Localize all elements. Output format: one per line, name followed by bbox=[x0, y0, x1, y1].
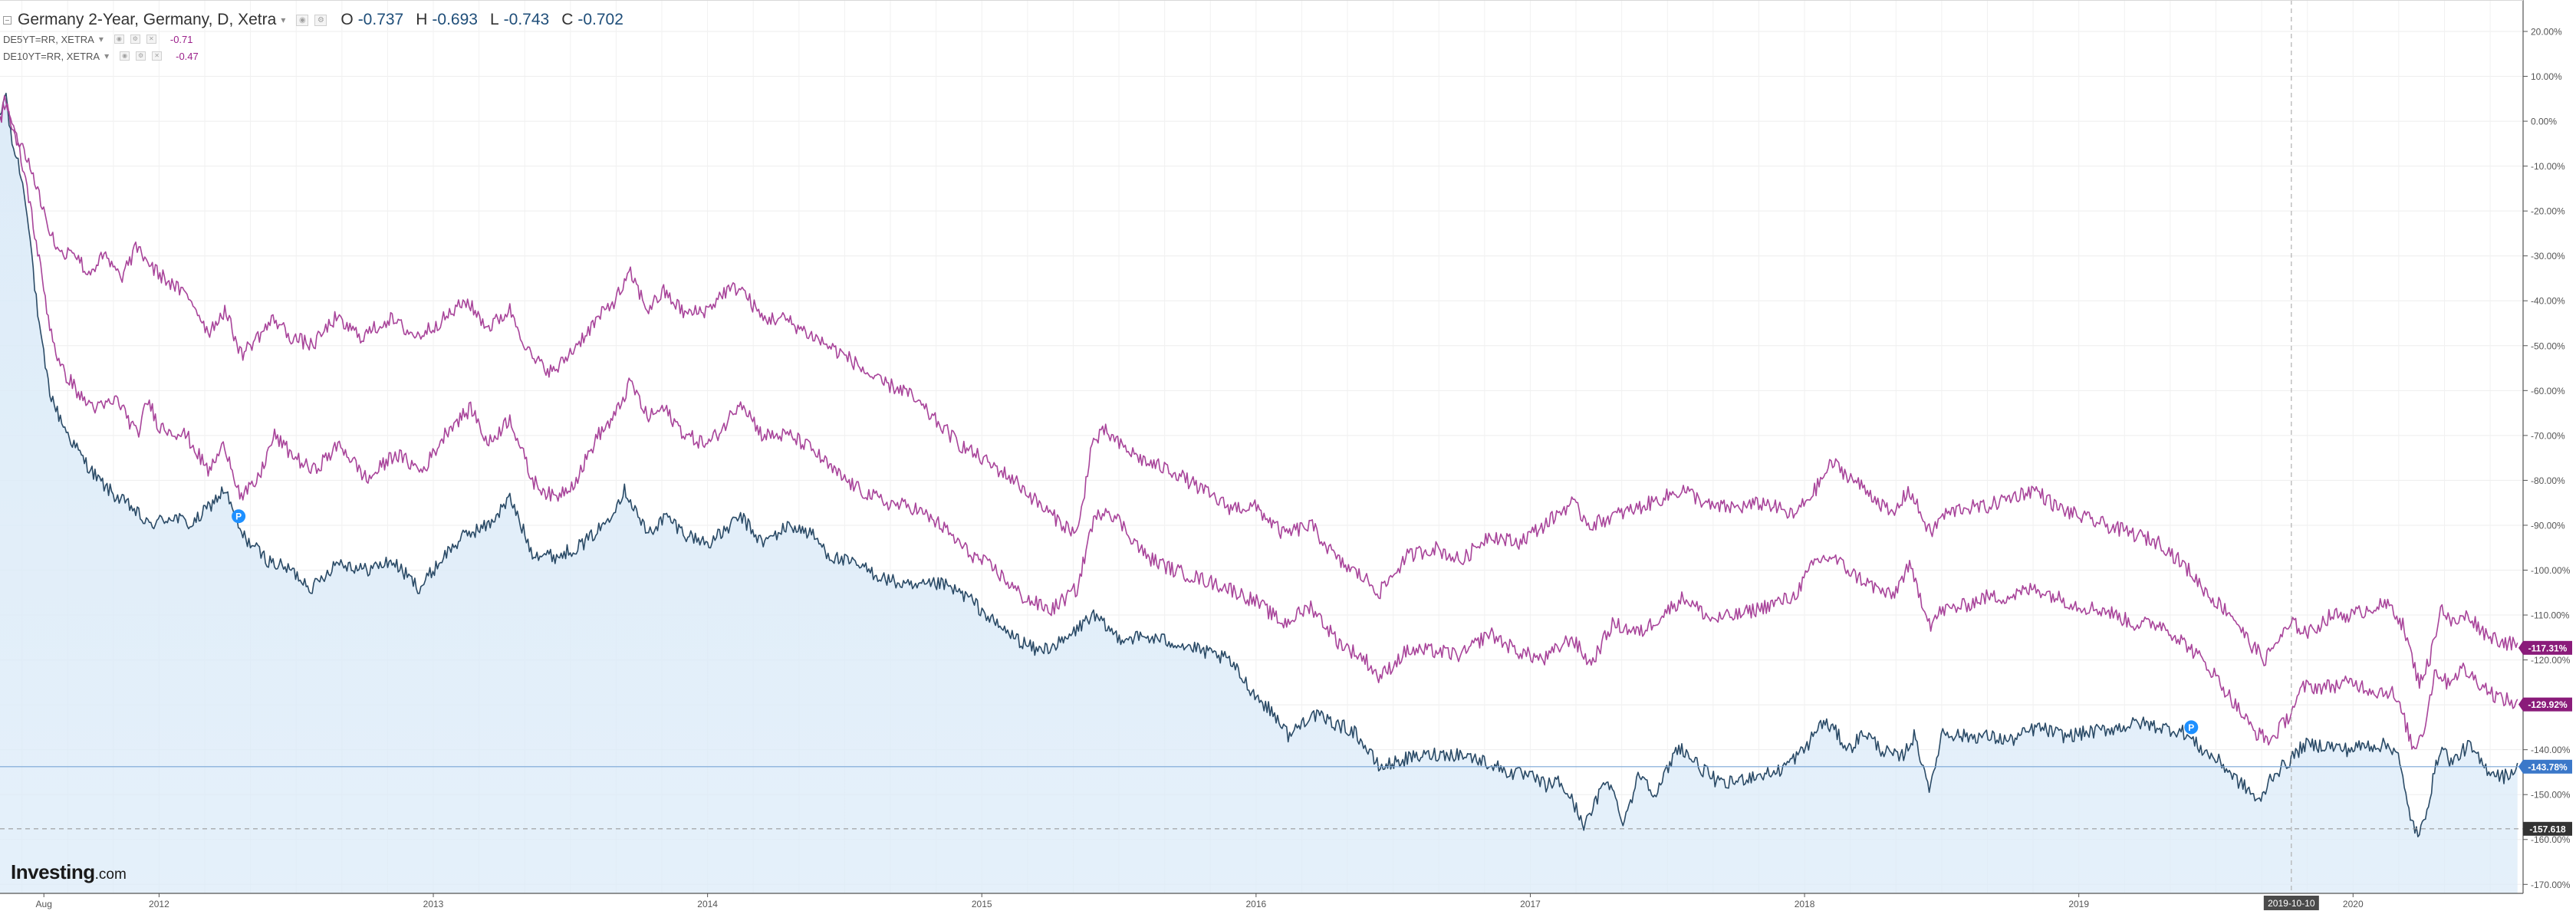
low-value: -0.743 bbox=[503, 11, 550, 28]
legend-main-series: Germany 2-Year, Germany, D, Xetra ▾ ◉ ⚙ … bbox=[3, 9, 623, 31]
y-tick-label: -140.00% bbox=[2531, 745, 2571, 755]
close-value: -0.702 bbox=[577, 11, 623, 28]
y-tick-label: 0.00% bbox=[2531, 117, 2557, 127]
chevron-down-icon[interactable]: ▾ bbox=[281, 15, 286, 25]
logo-suffix: .com bbox=[94, 867, 127, 883]
x-tick-label: 2014 bbox=[697, 899, 718, 909]
y-tick-label: -170.00% bbox=[2531, 880, 2571, 890]
line-series-de5y bbox=[0, 102, 2518, 750]
open-value: -0.737 bbox=[357, 11, 404, 28]
y-tick-label: -10.00% bbox=[2531, 161, 2565, 172]
y-tick-label: -100.00% bbox=[2531, 565, 2571, 576]
x-tick-label: 2020 bbox=[2343, 899, 2364, 909]
main-series-title: Germany 2-Year, Germany, D, Xetra bbox=[18, 11, 277, 28]
last-value-tag bbox=[2523, 759, 2572, 774]
last-value-label: -143.78% bbox=[2528, 761, 2568, 772]
high-label: H bbox=[416, 11, 428, 28]
y-tick-label: -150.00% bbox=[2531, 790, 2571, 801]
reference-line-tag bbox=[2523, 821, 2572, 836]
reference-line-label: -157.618 bbox=[2529, 824, 2566, 834]
close-label: C bbox=[561, 11, 574, 28]
x-tick-label: 2018 bbox=[1795, 899, 1815, 909]
y-tick-label: -60.00% bbox=[2531, 386, 2565, 396]
settings-icon[interactable]: ⚙ bbox=[130, 35, 140, 44]
marker-circle bbox=[232, 509, 246, 524]
y-tick-label: -90.00% bbox=[2531, 520, 2565, 531]
chevron-down-icon[interactable]: ▾ bbox=[98, 34, 104, 44]
event-marker: P bbox=[232, 509, 246, 524]
x-tick-label: 2019 bbox=[2068, 899, 2089, 909]
marker-label: P bbox=[235, 511, 242, 522]
last-value-tag bbox=[2523, 640, 2572, 655]
chevron-down-icon[interactable]: ▾ bbox=[104, 51, 110, 61]
low-label: L bbox=[489, 11, 499, 28]
last-value-tag bbox=[2523, 697, 2572, 712]
x-tick-label: 2015 bbox=[972, 899, 992, 909]
line-series-de10y bbox=[0, 95, 2518, 689]
legend-series-de5y: DE5YT=RR, XETRA ▾ ◉ ⚙ ✕ -0.71 bbox=[3, 31, 623, 48]
de10y-series-value: -0.47 bbox=[176, 50, 199, 62]
last-value-pointer bbox=[2518, 640, 2523, 655]
collapse-legend-icon[interactable] bbox=[3, 15, 12, 25]
y-tick-label: 10.00% bbox=[2531, 71, 2562, 82]
eye-icon[interactable]: ◉ bbox=[114, 35, 124, 44]
crosshair-date-label: 2019-10-10 bbox=[2268, 898, 2315, 909]
x-tick-label: Aug bbox=[36, 899, 52, 909]
main-series-fill bbox=[0, 93, 2518, 894]
y-tick-label: -110.00% bbox=[2531, 610, 2570, 621]
y-tick-label: -30.00% bbox=[2531, 251, 2565, 261]
series-lines bbox=[0, 92, 2518, 837]
settings-icon[interactable]: ⚙ bbox=[314, 14, 327, 26]
x-tick-label: 2017 bbox=[1520, 899, 1541, 909]
x-tick-label: 2012 bbox=[149, 899, 169, 909]
last-value-label: -129.92% bbox=[2528, 699, 2568, 710]
x-tick-label: 2013 bbox=[423, 899, 444, 909]
high-value: -0.693 bbox=[432, 11, 478, 28]
de10y-series-label: DE10YT=RR, XETRA bbox=[3, 50, 100, 62]
legend-series-de10y: DE10YT=RR, XETRA ▾ ◉ ⚙ ✕ -0.47 bbox=[3, 48, 623, 64]
open-label: O bbox=[341, 11, 354, 28]
y-tick-label: -160.00% bbox=[2531, 834, 2571, 845]
close-icon[interactable]: ✕ bbox=[146, 35, 156, 44]
de5y-series-value: -0.71 bbox=[169, 33, 193, 45]
line-series-germany-2y bbox=[0, 92, 2518, 837]
y-tick-label: -40.00% bbox=[2531, 296, 2565, 307]
last-value-pointer bbox=[2518, 759, 2523, 774]
last-value-pointer bbox=[2518, 697, 2523, 712]
close-icon[interactable]: ✕ bbox=[152, 51, 163, 61]
investing-logo: Investing.com bbox=[11, 860, 127, 884]
event-marker: P bbox=[2184, 720, 2199, 735]
eye-icon[interactable]: ◉ bbox=[296, 14, 309, 26]
crosshair-date-tag bbox=[2263, 896, 2319, 910]
chart-overlays: PP bbox=[0, 0, 2523, 893]
last-value-label: -117.31% bbox=[2528, 643, 2568, 653]
settings-icon[interactable]: ⚙ bbox=[136, 51, 146, 61]
y-tick-label: 20.00% bbox=[2531, 26, 2562, 37]
de5y-series-label: DE5YT=RR, XETRA bbox=[3, 33, 94, 45]
logo-wordmark: Investing bbox=[11, 860, 95, 883]
main-series-area bbox=[0, 93, 2518, 894]
y-tick-label: -120.00% bbox=[2531, 655, 2571, 666]
x-tick-label: 2016 bbox=[1245, 899, 1266, 909]
marker-circle bbox=[2184, 720, 2199, 735]
y-tick-label: -70.00% bbox=[2531, 430, 2565, 441]
marker-label: P bbox=[2188, 722, 2194, 733]
y-tick-label: -50.00% bbox=[2531, 340, 2565, 351]
eye-icon[interactable]: ◉ bbox=[120, 51, 130, 61]
y-tick-label: -20.00% bbox=[2531, 206, 2565, 217]
y-tick-label: -80.00% bbox=[2531, 475, 2565, 486]
chart-legend: Germany 2-Year, Germany, D, Xetra ▾ ◉ ⚙ … bbox=[3, 9, 623, 64]
